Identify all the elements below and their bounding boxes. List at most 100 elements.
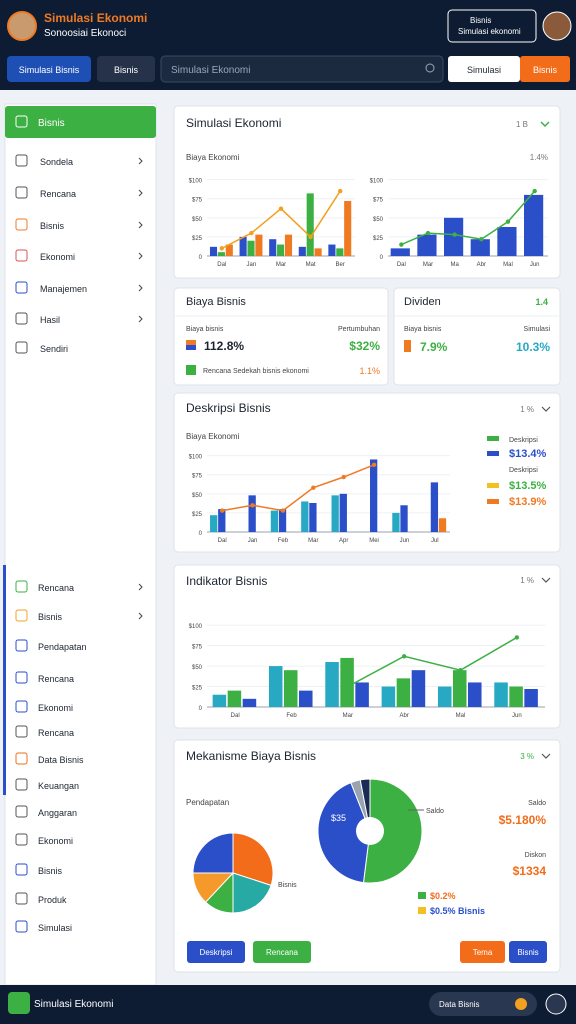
line-point [452, 232, 457, 237]
y-tick-label: $50 [192, 665, 203, 671]
line-point [249, 230, 254, 236]
x-tick-label: Jan [248, 538, 258, 544]
x-tick-label: Mal [503, 262, 513, 268]
action-button-label: Bisnis [533, 65, 558, 75]
y-tick-label: 0 [380, 255, 384, 261]
y-tick-label: $100 [370, 179, 384, 185]
panel-badge: 1 % [520, 576, 534, 585]
stat-value: 1.1% [359, 366, 380, 376]
sidebar-item[interactable]: Produk [38, 895, 67, 905]
bar [444, 217, 464, 256]
sidebar-icon [15, 609, 28, 622]
legend-label: Deskripsi [509, 467, 538, 474]
line-point [311, 485, 316, 490]
bar [314, 248, 322, 256]
y-tick-label: $100 [189, 455, 203, 461]
panel-title: Dividen [404, 296, 441, 308]
pie-label: $35 [331, 813, 346, 823]
y-tick-label: $100 [189, 179, 203, 185]
button-label[interactable]: Deskripsi [200, 948, 233, 957]
search-box[interactable] [160, 55, 444, 83]
bar [437, 686, 452, 707]
sidebar-item[interactable]: Hasil [40, 315, 60, 325]
button[interactable] [187, 941, 245, 963]
sidebar-item[interactable]: Sondela [40, 157, 73, 167]
panel-badge: 1.4 [535, 297, 548, 307]
y-tick-label: $25 [373, 236, 384, 242]
app-title: Simulasi Ekonomi [44, 11, 147, 25]
button[interactable] [509, 941, 547, 963]
line-point [278, 206, 284, 211]
sidebar-active[interactable] [5, 106, 156, 138]
button-label[interactable]: Rencana [266, 948, 299, 957]
legend-swatch [418, 892, 426, 899]
stat-value: $32% [349, 339, 380, 353]
sidebar-item[interactable]: Bisnis [38, 612, 63, 622]
sidebar-item[interactable]: Manajemen [40, 284, 87, 294]
x-tick-label: Dal [231, 713, 240, 719]
sidebar-icon [15, 700, 28, 713]
account-box[interactable] [447, 9, 537, 43]
sidebar-item[interactable]: Pendapatan [38, 642, 87, 652]
y-tick-label: $75 [192, 198, 203, 204]
button[interactable] [253, 941, 311, 963]
chevron [138, 157, 143, 165]
sidebar-icon [15, 752, 28, 765]
line-point [401, 654, 407, 659]
bar [396, 678, 411, 707]
sidebar-icon [15, 671, 28, 684]
toolbar-button[interactable] [97, 56, 155, 82]
line-point [532, 188, 537, 194]
user-avatar[interactable] [542, 11, 572, 41]
bar [218, 509, 226, 532]
sidebar-icon [15, 341, 28, 354]
legend-swatch [487, 466, 499, 471]
legend-swatch [487, 451, 499, 456]
action-button[interactable] [448, 56, 520, 82]
bar [381, 686, 396, 707]
stat-value: 7.9% [420, 340, 448, 354]
panel [173, 287, 389, 386]
pie-slice [192, 832, 234, 874]
y-tick-label: 0 [199, 531, 203, 537]
sidebar-item[interactable]: Rencana [40, 189, 76, 199]
panel-title: Simulasi Ekonomi [186, 116, 281, 130]
sidebar-item[interactable]: Sendiri [40, 344, 68, 354]
y-tick-label: $50 [373, 217, 384, 223]
sidebar-item[interactable]: Ekonomi [38, 836, 73, 846]
stat-label: Simulasi [524, 326, 551, 333]
chevron [541, 406, 551, 412]
sidebar-item[interactable]: Ekonomi [40, 252, 75, 262]
sidebar-item[interactable]: Anggaran [38, 808, 77, 818]
sidebar-item[interactable]: Keuangan [38, 781, 79, 791]
button-label[interactable]: Tema [473, 948, 493, 957]
x-tick-label: Mar [423, 262, 433, 268]
chevron [138, 315, 143, 323]
sidebar-item[interactable]: Bisnis [40, 221, 65, 231]
sidebar-item[interactable]: Simulasi [38, 923, 72, 933]
x-tick-label: Dal [397, 262, 406, 268]
bar [239, 236, 247, 256]
side-label: Saldo [528, 800, 546, 807]
sidebar-item[interactable]: Rencana [38, 728, 74, 738]
sidebar-item[interactable]: Bisnis [38, 866, 63, 876]
x-tick-label: Ber [336, 262, 345, 268]
sidebar-item[interactable]: Data Bisnis [38, 755, 84, 765]
sidebar-item[interactable]: Rencana [38, 583, 74, 593]
button[interactable] [460, 941, 505, 963]
legend-label: $0.2% [430, 891, 456, 901]
pie-title: Saldo [426, 808, 444, 815]
bar [283, 670, 298, 707]
sidebar-item[interactable]: Rencana [38, 674, 74, 684]
action-button[interactable] [520, 56, 570, 82]
sidebar-item[interactable]: Ekonomi [38, 703, 73, 713]
button-label[interactable]: Bisnis [517, 948, 538, 957]
footer-pill[interactable] [429, 992, 537, 1016]
x-tick-label: Jun [530, 262, 540, 268]
footer-logo [8, 992, 30, 1014]
bar [400, 505, 408, 532]
bar [392, 512, 400, 532]
toolbar-button[interactable] [7, 56, 91, 82]
side-value: $1334 [513, 864, 547, 878]
footer-button[interactable] [545, 993, 567, 1015]
